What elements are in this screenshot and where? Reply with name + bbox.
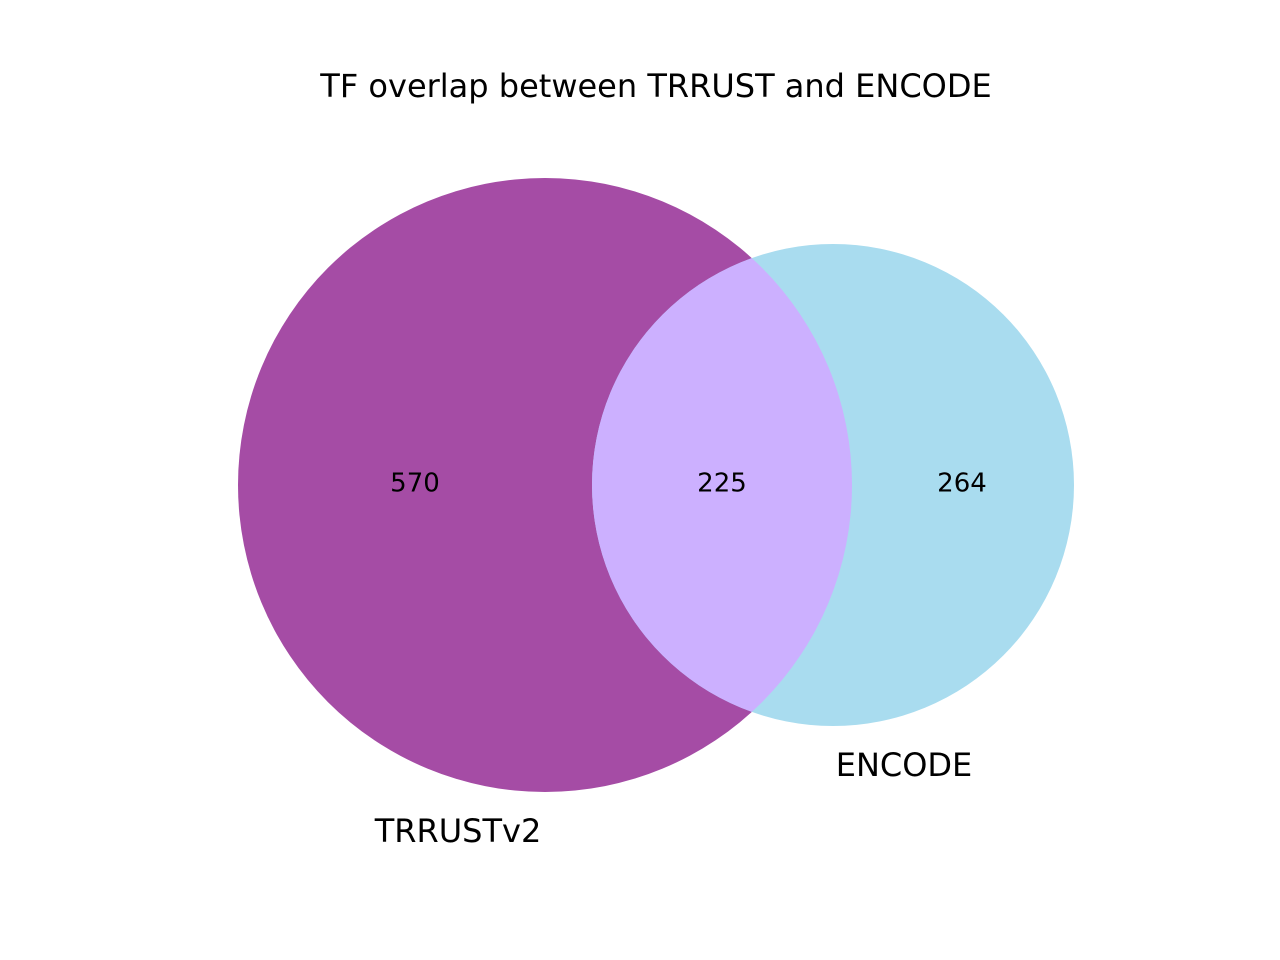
left-only-count: 570	[390, 469, 440, 499]
intersection-count: 225	[697, 469, 747, 499]
diagram-title: TF overlap between TRRUST and ENCODE	[319, 67, 991, 105]
right-only-count: 264	[937, 469, 987, 499]
set-label-encode: ENCODE	[836, 746, 973, 784]
set-label-trrustv2: TRRUSTv2	[374, 812, 542, 850]
intersection-region	[592, 244, 852, 726]
